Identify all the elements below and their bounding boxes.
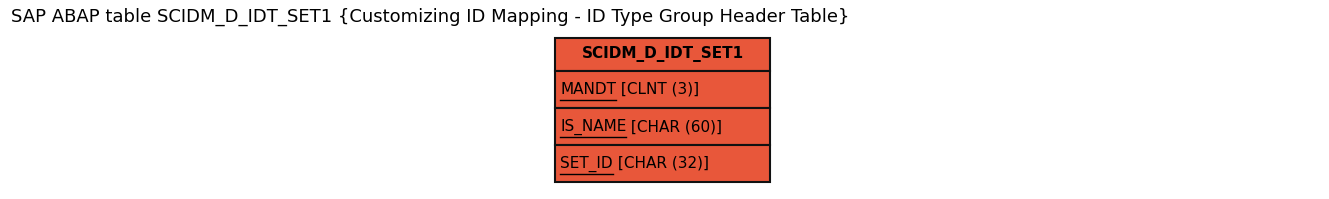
Text: [CLNT (3)]: [CLNT (3)] [617,82,699,97]
Text: [CHAR (60)]: [CHAR (60)] [626,119,723,134]
Bar [556,108,769,145]
Text: SET_ID: SET_ID [560,155,613,172]
Bar [556,71,769,108]
Text: IS_NAME: IS_NAME [560,118,626,135]
Bar [556,38,769,71]
Text: SAP ABAP table SCIDM_D_IDT_SET1 {Customizing ID Mapping - ID Type Group Header T: SAP ABAP table SCIDM_D_IDT_SET1 {Customi… [11,8,849,26]
Bar [556,145,769,182]
Text: [CHAR (32)]: [CHAR (32)] [613,156,708,171]
Text: SCIDM_D_IDT_SET1: SCIDM_D_IDT_SET1 [582,47,743,62]
Text: MANDT: MANDT [560,82,617,97]
